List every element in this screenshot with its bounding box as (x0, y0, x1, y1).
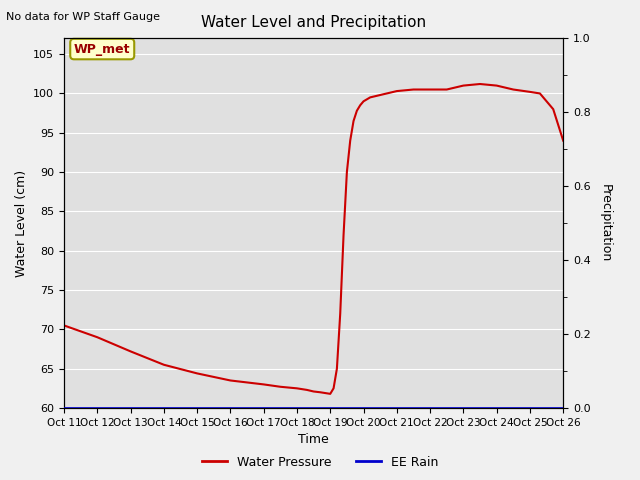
Text: No data for WP Staff Gauge: No data for WP Staff Gauge (6, 12, 161, 22)
Y-axis label: Precipitation: Precipitation (598, 184, 611, 263)
Text: WP_met: WP_met (74, 43, 131, 56)
Title: Water Level and Precipitation: Water Level and Precipitation (201, 15, 426, 30)
Y-axis label: Water Level (cm): Water Level (cm) (15, 169, 28, 277)
X-axis label: Time: Time (298, 433, 329, 446)
Legend: Water Pressure, EE Rain: Water Pressure, EE Rain (196, 451, 444, 474)
